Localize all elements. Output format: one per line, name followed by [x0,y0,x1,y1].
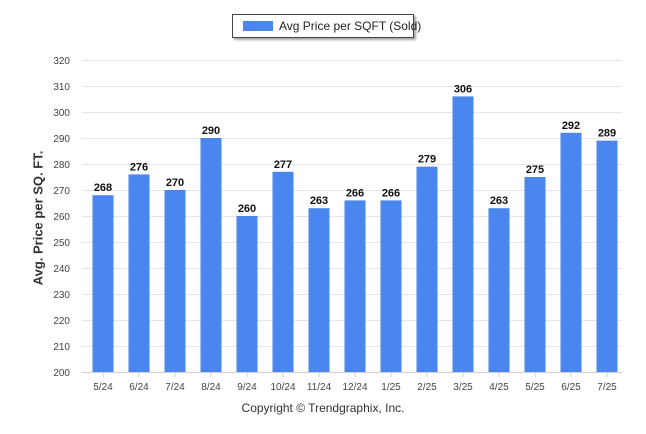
x-tick-label: 2/25 [417,382,437,393]
y-tick-label: 280 [53,160,70,171]
bar [596,140,618,372]
y-tick-label: 210 [53,342,70,353]
y-tick-label: 240 [53,264,70,275]
copyright-text: Copyright © Trendgraphix, Inc. [241,401,405,415]
data-label: 306 [454,83,472,95]
bar [380,200,402,372]
x-tick-label: 6/24 [129,382,149,393]
bar [236,216,258,372]
x-tick-label: 5/24 [93,382,113,393]
x-tick-label: 4/25 [489,382,509,393]
data-label: 268 [94,182,112,194]
y-tick-label: 230 [53,290,70,301]
data-label: 279 [418,154,436,166]
data-label: 290 [202,125,220,137]
data-label: 270 [166,177,184,189]
bar [164,190,186,372]
data-label: 289 [598,128,616,140]
y-tick-label: 200 [53,368,70,379]
bar [488,208,510,372]
x-tick-label: 3/25 [453,382,473,393]
bar [524,177,546,372]
data-label: 277 [274,159,292,171]
x-tick-label: 7/24 [165,382,185,393]
data-label: 275 [526,164,544,176]
y-tick-label: 220 [53,316,70,327]
data-label: 260 [238,203,256,215]
data-label: 276 [130,161,148,173]
bar [308,208,330,372]
x-tick-label: 12/24 [342,382,367,393]
legend-swatch [243,21,273,31]
bar [560,132,582,372]
y-tick-label: 300 [53,108,70,119]
x-tick-label: 9/24 [237,382,257,393]
data-label: 263 [310,195,328,207]
x-tick-label: 5/25 [525,382,545,393]
x-tick-label: 11/24 [307,382,332,393]
legend-label: Avg Price per SQFT (Sold) [279,19,422,33]
bar [344,200,366,372]
y-tick-label: 290 [53,134,70,145]
data-label: 292 [562,120,580,132]
data-label: 266 [382,187,400,199]
legend: Avg Price per SQFT (Sold) [232,14,421,38]
data-label: 266 [346,187,364,199]
x-tick-label: 1/25 [381,382,401,393]
x-tick-label: 6/25 [561,382,581,393]
bar [128,174,150,372]
y-tick-label: 270 [53,186,70,197]
x-tick-label: 7/25 [597,382,617,393]
bar [200,138,222,372]
y-axis-title: Avg. Price per SQ. FT. [30,150,46,286]
bar [272,171,294,372]
bar [452,96,474,373]
bar [416,166,438,372]
x-tick-label: 10/24 [270,382,295,393]
y-tick-label: 320 [53,56,70,67]
bar [92,195,114,372]
y-tick-label: 310 [53,82,70,93]
x-tick-label: 8/24 [201,382,221,393]
data-label: 263 [490,195,508,207]
y-tick-label: 250 [53,238,70,249]
y-tick-label: 260 [53,212,70,223]
